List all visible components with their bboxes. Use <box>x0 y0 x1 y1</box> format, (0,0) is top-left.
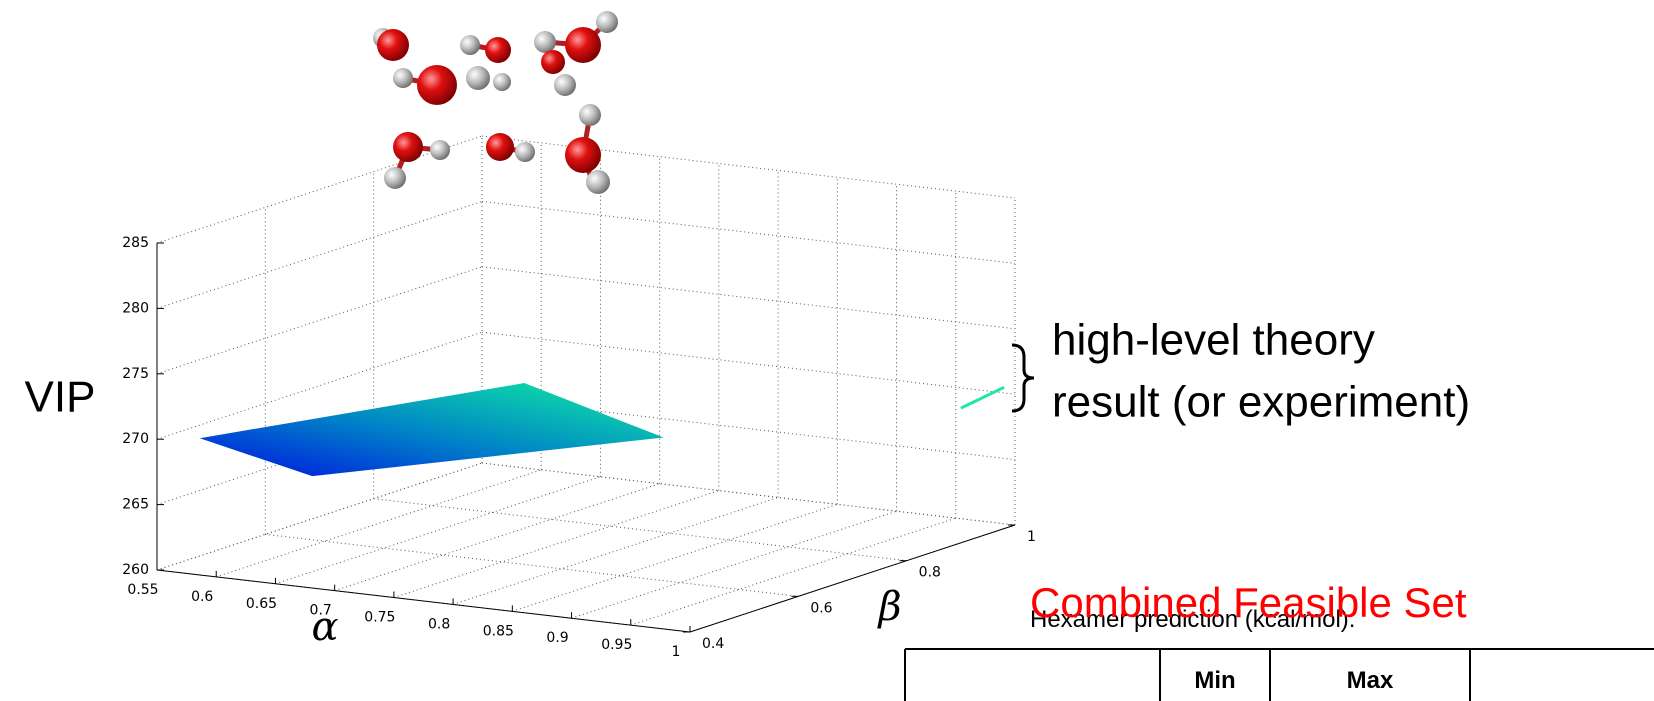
brace <box>1011 343 1035 413</box>
grid-line <box>334 483 660 592</box>
x-tick-label: 0.55 <box>127 582 158 598</box>
x-tick-label: 0.8 <box>428 616 450 632</box>
z-tick-label: 265 <box>122 497 149 513</box>
grid-line <box>156 462 483 571</box>
y-tick-label: 0.4 <box>702 636 724 652</box>
z-tick-label: 260 <box>122 562 149 578</box>
y-tick-label: 1 <box>1027 529 1036 545</box>
z-axis-label: VIP <box>25 373 96 422</box>
axis-line <box>689 524 1016 633</box>
table-header: Max <box>1347 667 1394 694</box>
x-tick-label: 0.6 <box>191 589 213 605</box>
x-axis-label: α <box>311 604 338 650</box>
annotation: high-level theory <box>1052 316 1375 365</box>
z-tick-label: 270 <box>122 431 149 447</box>
z-tick-label: 285 <box>122 235 149 251</box>
grid-line <box>481 331 1016 395</box>
x-tick-label: 0.85 <box>483 623 514 639</box>
grid-line <box>156 462 483 571</box>
grid-line <box>156 200 483 309</box>
overlay-title: Combined Feasible Set <box>1030 579 1467 626</box>
x-tick-label: 0.9 <box>546 630 568 646</box>
feasible-surface <box>199 383 664 477</box>
grid-line <box>481 462 1016 526</box>
z-tick-label: 280 <box>122 300 149 316</box>
y-tick-label: 0.6 <box>810 600 832 616</box>
grid-line <box>481 266 1016 330</box>
x-tick-label: 0.7 <box>310 603 332 619</box>
grid-line <box>481 135 1016 199</box>
grid-line <box>373 498 907 562</box>
axis-line <box>156 569 691 633</box>
grid-line <box>393 490 720 599</box>
annotation: result (or experiment) <box>1052 378 1470 427</box>
molecule-image <box>373 11 618 194</box>
grid-line <box>630 517 956 626</box>
table <box>904 648 1654 701</box>
x-tick-label: 0.65 <box>246 596 277 612</box>
y-axis-label: β <box>876 584 901 630</box>
table-caption: Hexamer prediction (kcal/mol): <box>1030 606 1355 633</box>
grid-line <box>156 266 483 375</box>
x-tick-label: 0.95 <box>601 637 632 653</box>
grid-line <box>481 200 1016 264</box>
feasible-surface <box>960 385 1005 410</box>
table-header: Min <box>1194 667 1235 694</box>
z-tick-label: 275 <box>122 366 149 382</box>
grid-line <box>481 397 1016 461</box>
grid-line <box>452 496 779 605</box>
y-tick-label: 0.8 <box>919 565 941 581</box>
grid-line <box>265 533 799 597</box>
x-tick-label: 1 <box>672 644 681 660</box>
x-tick-label: 0.75 <box>364 610 395 626</box>
